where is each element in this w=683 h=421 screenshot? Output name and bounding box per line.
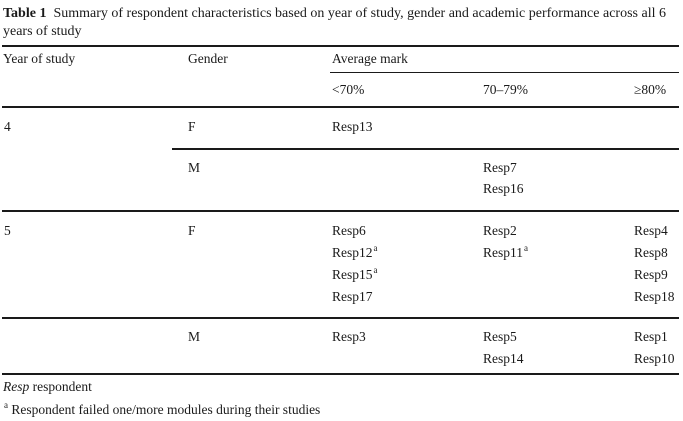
header-band-ge80: ≥80% — [634, 82, 667, 97]
cell-respondent: Resp9 — [634, 267, 668, 282]
cell-gender: F — [188, 119, 196, 134]
cell-respondent: Resp4 — [634, 223, 668, 238]
footnote-marker: a — [373, 265, 378, 275]
cell-respondent: Resp2 — [483, 223, 517, 238]
table-caption: Table 1 Summary of respondent characteri… — [3, 5, 679, 41]
header-gender: Gender — [188, 51, 228, 66]
cell-respondent: Resp14 — [483, 351, 524, 366]
cell-respondent: Resp11a — [483, 243, 528, 260]
cell-respondent: Resp1 — [634, 329, 668, 344]
cell-respondent: Resp6 — [332, 223, 366, 238]
cell-gender: M — [188, 160, 201, 175]
row-divider-year4 — [172, 148, 679, 150]
cell-gender: M — [188, 329, 201, 344]
header-band-lt70: <70% — [332, 82, 365, 97]
cell-respondent: Resp16 — [483, 181, 524, 196]
bottom-rule — [2, 373, 679, 375]
cell-respondent: Resp15a — [332, 265, 378, 282]
top-rule — [2, 45, 679, 47]
footnote-marker: a — [373, 243, 378, 253]
header-rule — [2, 106, 679, 108]
footnote-note-marker: a — [4, 400, 8, 410]
cell-respondent: Resp10 — [634, 351, 675, 366]
row-divider-year5 — [2, 317, 679, 319]
table-caption-text: Summary of respondent characteristics ba… — [3, 6, 666, 39]
row-divider-year — [2, 210, 679, 212]
average-mark-rule — [330, 72, 679, 73]
footnote-abbr-definition: respondent — [32, 379, 92, 394]
cell-year: 4 — [4, 119, 11, 134]
footnote-abbr-term: Resp — [3, 379, 30, 394]
footnote-abbreviation: Resp respondent — [3, 379, 92, 395]
footnote-note: a Respondent failed one/more modules dur… — [3, 400, 321, 419]
header-year-of-study: Year of study — [3, 51, 76, 66]
header-average-mark: Average mark — [332, 51, 408, 66]
cell-gender: F — [188, 223, 196, 238]
cell-respondent: Resp5 — [483, 329, 517, 344]
cell-respondent: Resp18 — [634, 289, 675, 304]
cell-respondent: Resp3 — [332, 329, 366, 344]
cell-respondent: Resp17 — [332, 289, 373, 304]
footnote-note-text: Respondent failed one/more modules durin… — [11, 402, 321, 417]
cell-year: 5 — [4, 223, 11, 238]
cell-respondent: Resp7 — [483, 160, 517, 175]
cell-respondent: Resp12a — [332, 243, 378, 260]
footnote-marker: a — [524, 243, 528, 253]
header-band-70-79: 70–79% — [483, 82, 528, 97]
table-label: Table 1 — [3, 6, 47, 21]
cell-respondent: Resp8 — [634, 245, 668, 260]
cell-respondent: Resp13 — [332, 119, 373, 134]
